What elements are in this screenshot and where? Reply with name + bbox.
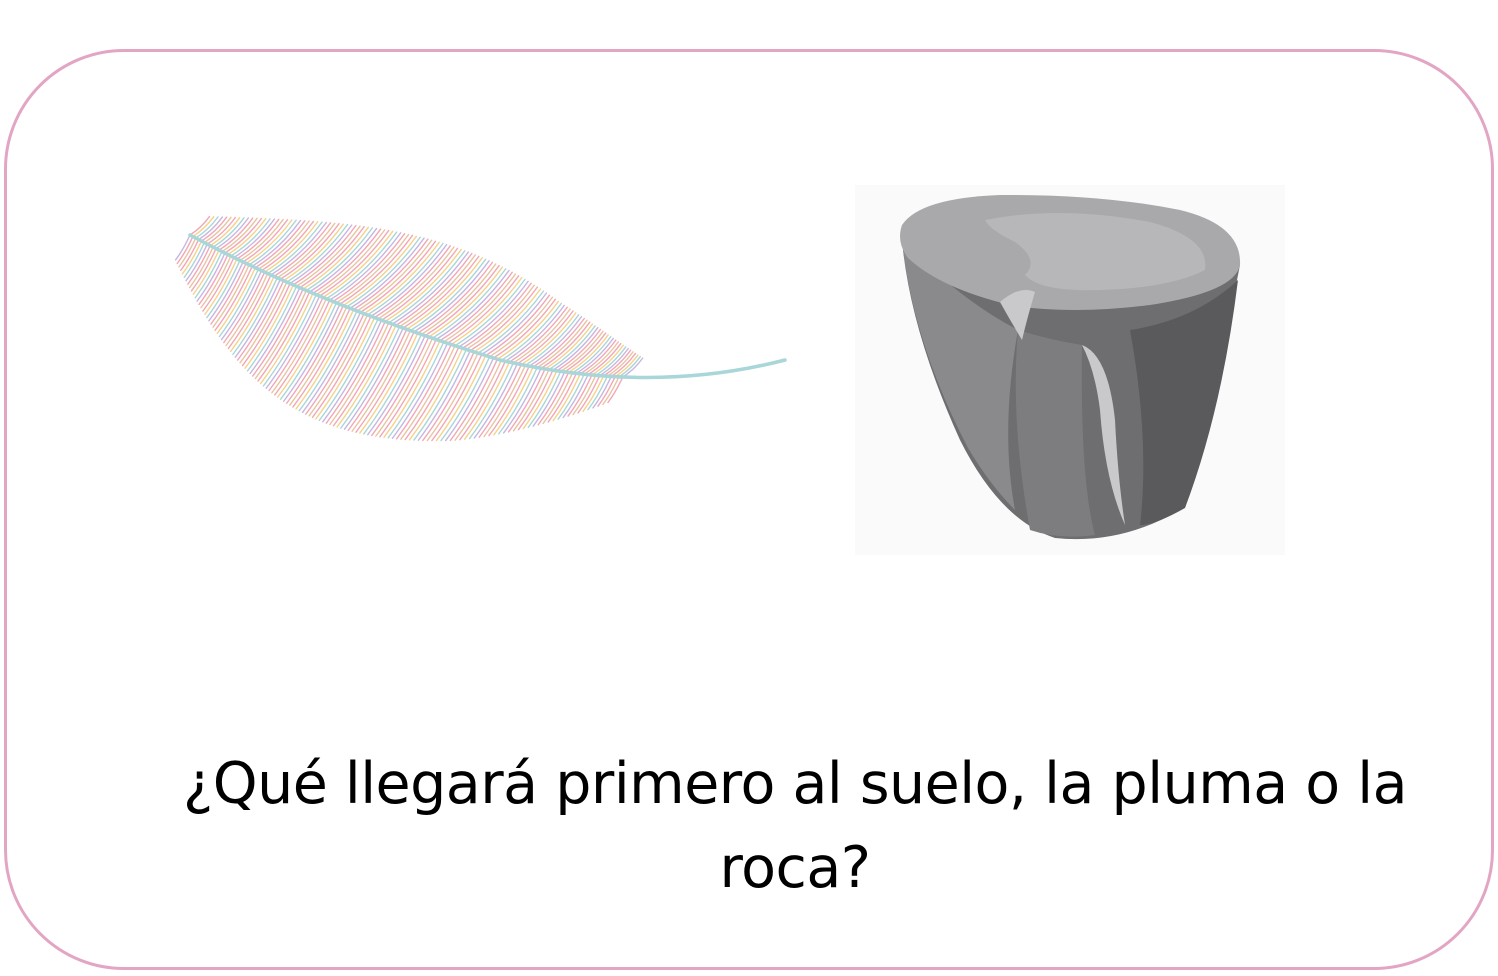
question-text: ¿Qué llegará primero al suelo, la pluma … [182,751,1408,901]
rock-icon [855,185,1285,555]
feather-icon [174,215,787,442]
